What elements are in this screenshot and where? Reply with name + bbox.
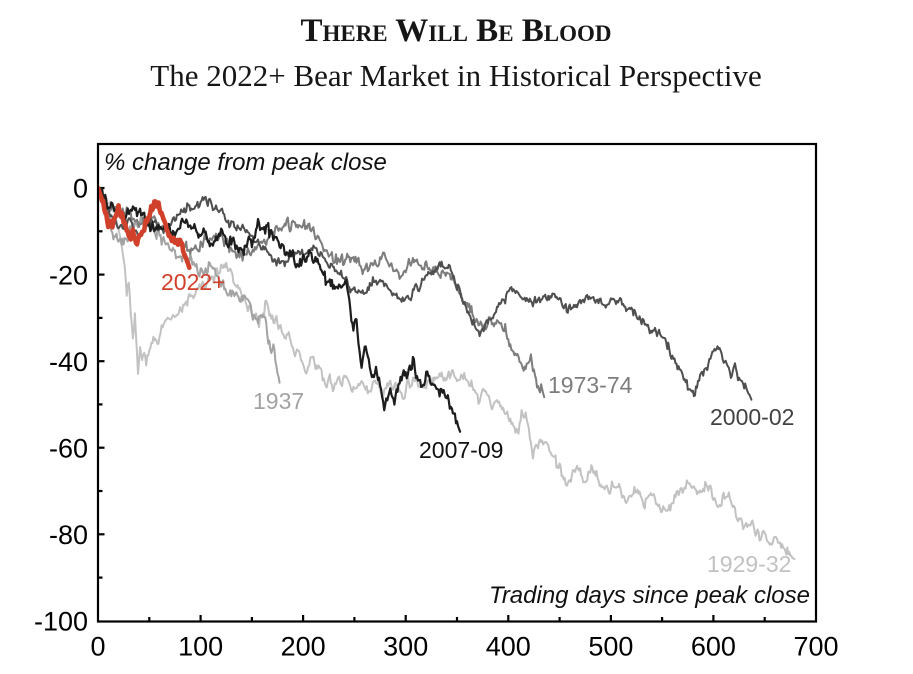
- svg-text:200: 200: [281, 632, 326, 662]
- svg-text:The 2022+ Bear Market in Histo: The 2022+ Bear Market in Historical Pers…: [150, 58, 761, 93]
- svg-text:0: 0: [90, 632, 105, 662]
- svg-text:2022+: 2022+: [161, 269, 226, 295]
- svg-text:0: 0: [73, 174, 88, 204]
- svg-text:2000-02: 2000-02: [710, 404, 794, 430]
- svg-text:400: 400: [486, 632, 531, 662]
- svg-text:-80: -80: [49, 520, 88, 550]
- svg-text:100: 100: [178, 632, 223, 662]
- svg-text:% change from peak close: % change from peak close: [104, 149, 387, 176]
- svg-text:300: 300: [383, 632, 428, 662]
- svg-text:1973-74: 1973-74: [548, 372, 633, 398]
- svg-text:500: 500: [588, 632, 633, 662]
- svg-text:-40: -40: [49, 347, 88, 377]
- svg-text:-20: -20: [49, 260, 88, 290]
- svg-text:1929-32: 1929-32: [707, 551, 791, 577]
- svg-text:-100: -100: [34, 607, 88, 637]
- svg-text:Trading days since peak close: Trading days since peak close: [489, 582, 810, 609]
- svg-text:700: 700: [793, 632, 838, 662]
- svg-text:There Will Be Blood: There Will Be Blood: [300, 13, 611, 49]
- svg-text:2007-09: 2007-09: [419, 437, 503, 463]
- svg-text:1937: 1937: [253, 388, 304, 414]
- svg-text:-60: -60: [49, 433, 88, 463]
- svg-text:600: 600: [691, 632, 736, 662]
